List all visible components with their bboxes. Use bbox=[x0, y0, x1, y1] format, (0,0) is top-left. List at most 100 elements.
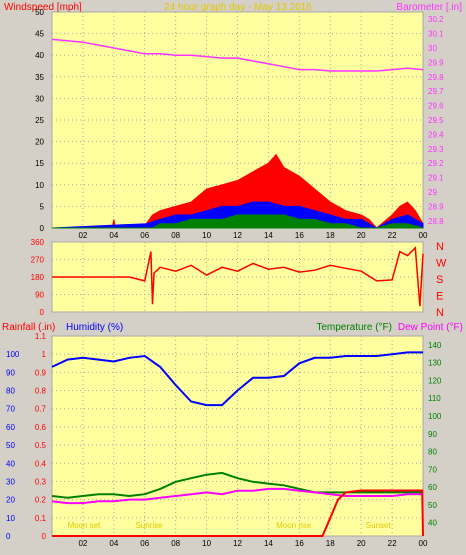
event-label: Sunrise bbox=[135, 521, 163, 530]
temperature-tick-label: 40 bbox=[428, 519, 437, 528]
dew-point-line bbox=[51, 487, 423, 505]
rainfall-tick-label: 0.1 bbox=[35, 514, 47, 523]
direction-tick-label: 0 bbox=[40, 308, 45, 317]
x-tick-label: 16 bbox=[295, 539, 304, 548]
barometer-tick-label: 28.9 bbox=[428, 202, 444, 211]
barometer-tick-label: 29.5 bbox=[428, 116, 444, 125]
x-tick-label: 12 bbox=[233, 539, 242, 548]
rainfall-tick-label: 0.8 bbox=[35, 387, 47, 396]
x-tick-label: 10 bbox=[202, 539, 211, 548]
rainfall-tick-label: 0.2 bbox=[35, 496, 47, 505]
temperature-tick-label: 110 bbox=[428, 394, 441, 403]
barometer-tick-label: 28.8 bbox=[428, 217, 444, 226]
x-tick-label: 08 bbox=[171, 539, 180, 548]
x-tick-label: 06 bbox=[140, 539, 149, 548]
humidity-axis-title: Humidity (%) bbox=[66, 322, 123, 333]
temperature-tick-label: 100 bbox=[428, 412, 442, 421]
rainfall-line bbox=[52, 489, 424, 537]
compass-label: N bbox=[436, 307, 444, 319]
wind-gust-area bbox=[52, 153, 424, 229]
humidity-tick-label: 90 bbox=[6, 368, 15, 377]
humidity-tick-label: 30 bbox=[6, 477, 15, 486]
windspeed-tick-label: 30 bbox=[35, 94, 44, 103]
compass-label: W bbox=[436, 258, 447, 270]
direction-tick-label: 90 bbox=[35, 291, 44, 300]
series-layer bbox=[51, 38, 424, 537]
barometer-tick-label: 29.3 bbox=[428, 145, 444, 154]
rainfall-tick-label: 0.6 bbox=[35, 423, 47, 432]
humidity-tick-label: 70 bbox=[6, 405, 15, 414]
humidity-tick-label: 40 bbox=[6, 459, 15, 468]
temperature-tick-label: 120 bbox=[428, 376, 442, 385]
barometer-tick-label: 30.1 bbox=[428, 30, 444, 39]
barometer-tick-label: 30.2 bbox=[428, 15, 444, 24]
rainfall-tick-label: 1 bbox=[42, 350, 47, 359]
x-tick-label: 20 bbox=[357, 539, 366, 548]
humidity-tick-label: 10 bbox=[6, 514, 15, 523]
humidity-line bbox=[51, 351, 423, 407]
humidity-tick-label: 50 bbox=[6, 441, 15, 450]
event-label: Sunset bbox=[366, 521, 392, 530]
dew-point-axis-title: Dew Point (°F) bbox=[398, 322, 463, 333]
direction-tick-label: 360 bbox=[31, 238, 45, 247]
x-tick-label: 18 bbox=[326, 539, 335, 548]
rainfall-tick-label: 0.4 bbox=[35, 459, 47, 468]
x-tick-label: 20 bbox=[357, 231, 366, 240]
rainfall-tick-label: 0.7 bbox=[35, 405, 47, 414]
x-tick-label: 06 bbox=[140, 231, 149, 240]
barometer-tick-label: 29.1 bbox=[428, 174, 444, 183]
x-tick-label: 08 bbox=[171, 231, 180, 240]
label-layer: 0510152025303540455028.828.92929.129.229… bbox=[6, 8, 447, 548]
wind-low-area bbox=[52, 214, 424, 229]
x-tick-label: 00 bbox=[419, 539, 428, 548]
compass-label: N bbox=[436, 241, 444, 253]
barometer-line bbox=[51, 38, 424, 72]
temperature-tick-label: 90 bbox=[428, 430, 437, 439]
rainfall-tick-label: 0.3 bbox=[35, 477, 47, 486]
windspeed-tick-label: 20 bbox=[35, 138, 44, 147]
temperature-tick-label: 50 bbox=[428, 501, 437, 510]
barometer-tick-label: 29.9 bbox=[428, 58, 444, 67]
barometer-tick-label: 29.7 bbox=[428, 87, 444, 96]
windspeed-tick-label: 5 bbox=[40, 202, 45, 211]
barometer-tick-label: 29.8 bbox=[428, 73, 444, 82]
direction-tick-label: 180 bbox=[31, 273, 45, 282]
event-label: Moon rise bbox=[276, 521, 312, 530]
rainfall-tick-label: 0.5 bbox=[35, 441, 47, 450]
x-tick-label: 12 bbox=[233, 231, 242, 240]
windspeed-tick-label: 35 bbox=[35, 73, 44, 82]
direction-tick-label: 270 bbox=[31, 256, 45, 265]
x-tick-label: 04 bbox=[109, 231, 118, 240]
event-label: Moon set bbox=[67, 521, 101, 530]
rainfall-axis-title: Rainfall (.in) bbox=[2, 322, 55, 333]
windspeed-tick-label: 15 bbox=[35, 159, 44, 168]
temperature-tick-label: 80 bbox=[428, 448, 437, 457]
barometer-tick-label: 29.2 bbox=[428, 159, 444, 168]
x-tick-label: 18 bbox=[326, 231, 335, 240]
x-tick-label: 22 bbox=[388, 231, 397, 240]
x-tick-label: 14 bbox=[264, 231, 273, 240]
temperature-tick-label: 60 bbox=[428, 483, 437, 492]
direction-panel bbox=[51, 241, 424, 313]
graph-title: 24 hour graph day - May 13 2016 bbox=[164, 2, 312, 13]
compass-label: S bbox=[436, 274, 443, 286]
windspeed-tick-label: 40 bbox=[35, 51, 44, 60]
wind-direction-line bbox=[52, 246, 424, 307]
barometer-tick-label: 29 bbox=[428, 188, 437, 197]
x-tick-label: 02 bbox=[78, 231, 87, 240]
x-tick-label: 00 bbox=[419, 231, 428, 240]
x-tick-label: 14 bbox=[264, 539, 273, 548]
x-tick-label: 10 bbox=[202, 231, 211, 240]
windspeed-tick-label: 45 bbox=[35, 30, 44, 39]
temperature-axis-title: Temperature (°F) bbox=[316, 322, 392, 333]
barometer-axis-title: Barometer [.in] bbox=[396, 2, 462, 13]
x-tick-label: 04 bbox=[109, 539, 118, 548]
x-tick-label: 02 bbox=[78, 539, 87, 548]
humidity-tick-label: 80 bbox=[6, 387, 15, 396]
barometer-tick-label: 30 bbox=[428, 44, 437, 53]
temperature-tick-label: 140 bbox=[428, 341, 442, 350]
rainfall-tick-label: 0.9 bbox=[35, 368, 47, 377]
windspeed-tick-label: 10 bbox=[35, 181, 44, 190]
x-tick-label: 22 bbox=[388, 539, 397, 548]
